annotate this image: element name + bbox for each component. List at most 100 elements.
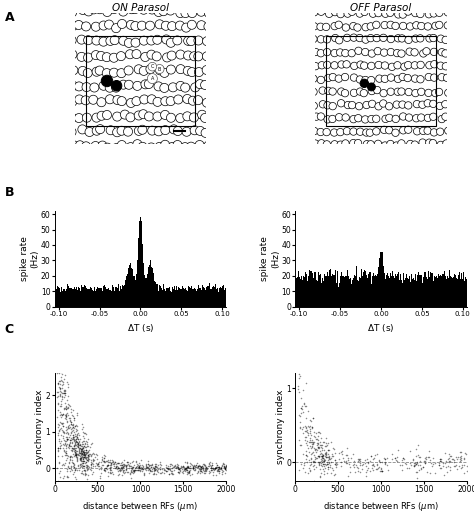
Circle shape (411, 9, 419, 17)
Point (108, 456, 115, 464)
Point (316, 444, 323, 452)
Point (461, 449, 468, 458)
Point (212, 463, 220, 472)
Point (311, 458, 319, 466)
Point (215, 463, 223, 472)
Point (76, 461, 84, 469)
Point (140, 469, 147, 478)
Circle shape (373, 35, 381, 42)
Circle shape (146, 21, 155, 30)
Point (82, 446, 90, 454)
Point (118, 463, 126, 471)
Point (456, 457, 464, 465)
Point (55, 458, 63, 466)
Circle shape (197, 7, 206, 16)
Point (199, 467, 206, 476)
Circle shape (75, 141, 84, 150)
Point (80, 453, 88, 461)
Point (452, 461, 460, 469)
Point (55, 437, 63, 445)
Point (313, 454, 320, 462)
Point (148, 461, 155, 469)
Point (130, 461, 138, 469)
Point (60, 428, 68, 436)
Point (201, 467, 209, 475)
Circle shape (97, 111, 106, 120)
Point (142, 462, 149, 470)
Point (328, 458, 335, 466)
Circle shape (139, 36, 148, 45)
Point (64, 378, 71, 387)
Circle shape (430, 129, 438, 136)
Point (70, 436, 78, 444)
Point (207, 463, 214, 471)
Circle shape (450, 35, 457, 42)
Point (146, 467, 154, 475)
Point (333, 460, 341, 468)
Point (77, 447, 85, 455)
Point (72, 421, 80, 430)
Point (134, 465, 142, 474)
Point (121, 467, 129, 476)
Point (116, 461, 123, 469)
Point (212, 459, 219, 467)
Point (376, 458, 384, 466)
Point (55, 379, 62, 388)
Point (315, 460, 322, 468)
Point (57, 376, 64, 384)
Point (55, 477, 62, 485)
Point (62, 447, 70, 455)
Point (55, 435, 63, 444)
Point (93, 455, 100, 463)
Point (214, 463, 221, 471)
Point (71, 435, 78, 444)
Point (56, 402, 64, 410)
Point (312, 448, 320, 457)
Point (445, 450, 453, 458)
Point (100, 457, 108, 465)
Circle shape (323, 128, 330, 136)
Point (70, 441, 77, 449)
Point (63, 451, 71, 459)
Point (58, 392, 65, 401)
Point (180, 466, 188, 474)
Point (56, 345, 64, 353)
Point (328, 450, 336, 458)
Circle shape (99, 37, 108, 46)
Point (326, 453, 333, 461)
Circle shape (362, 48, 369, 56)
Point (297, 440, 304, 449)
Circle shape (404, 0, 411, 2)
Point (407, 461, 415, 469)
Point (65, 440, 73, 449)
Point (65, 463, 73, 472)
Point (307, 461, 314, 469)
Circle shape (310, 88, 317, 96)
Point (64, 451, 72, 460)
Point (55, 431, 62, 439)
Point (65, 459, 73, 467)
Point (209, 471, 216, 479)
Point (314, 435, 322, 444)
Circle shape (363, 101, 370, 109)
Point (60, 461, 67, 469)
Point (311, 445, 319, 453)
Point (75, 440, 83, 449)
Point (183, 458, 191, 466)
Circle shape (373, 128, 380, 135)
Circle shape (331, 50, 338, 57)
Point (77, 445, 85, 453)
Point (58, 356, 65, 364)
Circle shape (356, 0, 363, 5)
Circle shape (310, 102, 318, 110)
Circle shape (388, 63, 396, 70)
Point (83, 448, 91, 456)
Point (153, 466, 160, 475)
Point (150, 463, 157, 472)
Point (420, 457, 428, 465)
Point (102, 457, 109, 465)
Point (337, 459, 345, 467)
Point (55, 337, 62, 345)
Circle shape (445, 127, 452, 134)
Point (126, 462, 133, 470)
